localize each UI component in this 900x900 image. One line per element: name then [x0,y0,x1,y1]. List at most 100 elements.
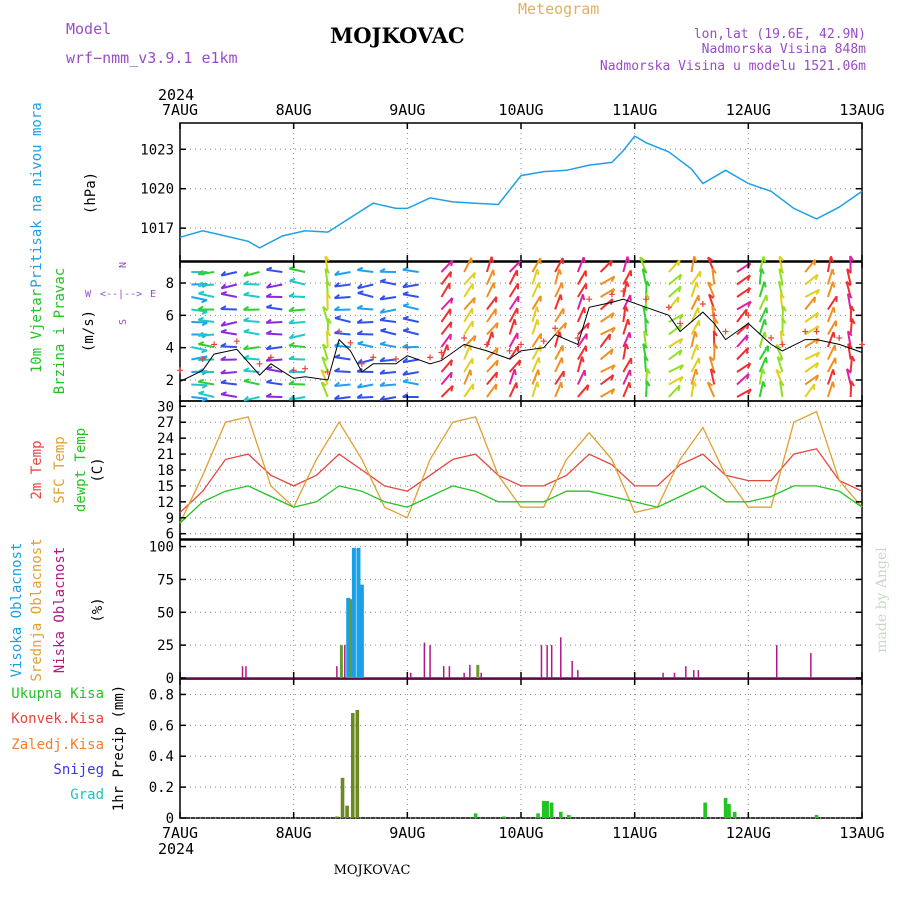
wind-arrow [289,267,306,273]
wind-arrow [736,274,751,286]
precip-bar [345,805,349,818]
wind-arrow [554,381,563,398]
wind-arrow-head [538,282,541,289]
wind-arrow [486,359,499,373]
wind-arrow-head [402,357,409,364]
wind-arrow [402,358,419,364]
wind-arrow-head [289,278,296,282]
wind-arrow-head [402,315,409,320]
wind-arrow [622,343,628,360]
temp-label-sfc: SFC Temp [52,436,68,503]
wind-arrow-head [473,335,477,342]
gust-point [574,334,581,341]
wind-arrow-head [288,306,295,312]
credit-watermark: made by Angel [874,547,890,653]
wind-arrow [804,325,820,336]
wind-arrow [826,331,835,348]
wind-arrow-head [334,282,340,288]
wind-arrow-head [320,369,327,375]
wind-arrow [486,322,499,336]
wind-arrow [243,346,260,351]
wind-arrow-head [472,272,476,279]
wind-arrow-head [645,292,650,300]
wind-arrow-head [334,315,341,320]
wind-arrow-head [833,344,837,351]
wind-arrow [736,372,750,386]
wind-arrow-head [333,293,340,299]
wind-arrow-head [628,332,632,339]
cloud-bar [693,670,695,678]
wind-arrow [599,348,614,361]
wind-arrow [690,281,698,298]
wind-arrow-head [747,301,752,308]
wind-arrow [706,381,716,398]
wind-arrow [289,333,306,340]
wind-arrow [668,375,684,386]
wind-arrow [668,364,684,373]
wind-arrow-head [714,318,719,325]
wind-arrow-head [265,318,272,324]
y-tick-label: 18 [157,463,174,479]
wind-arrow [508,318,516,335]
wind-arrow-head [625,281,630,288]
wind-arrow-head [492,282,496,289]
wind-arrow-head [711,267,717,274]
wind-arrow [600,364,616,373]
wind-arrow-head [676,296,680,303]
day-label-bottom: 11AUG [612,824,657,842]
day-label-top: 8AUG [276,101,312,119]
cloud-bar [697,670,700,678]
wind-arrow-head [628,369,632,376]
wind-arrow [243,380,260,386]
wind-arrow-head [334,342,341,347]
wind-arrow [220,393,238,398]
ticks-layer: 1017102010232468691215182124273002550751… [140,123,863,827]
wind-arrow [289,357,306,361]
wind-arrow-head [763,331,767,338]
wind-arrow-head [513,319,517,326]
wind-arrow-head [678,338,684,345]
wind-arrow-head [334,394,340,400]
wind-arrow-head [198,390,205,395]
wind-arrow-head [449,271,452,278]
wind-arrow [668,285,682,298]
wind-arrow-head [779,292,785,299]
wind-arrow-head [402,291,409,296]
cloud-bar [344,645,346,678]
gust-point [233,338,240,345]
wind-arrow-head [713,343,719,350]
gust-point [699,301,706,308]
wind-arrow [379,358,397,363]
wind-arrow [622,331,631,348]
wind-arrow [221,271,238,277]
wind-arrow-head [829,255,834,263]
wind-arrow [357,307,374,311]
wind-arrow-head [356,266,364,271]
y-tick-label: 27 [157,415,174,431]
wind-arrow [622,269,632,285]
wind-arrow [531,332,542,348]
wind-arrow-head [537,357,541,364]
wind-arrow [622,256,629,273]
wind-arrow [220,330,237,336]
y-tick-label: 15 [157,479,174,495]
wind-arrow-head [220,355,227,361]
gust-point [256,360,263,367]
wind-arrow-head [847,293,853,299]
wind-arrow [402,380,419,386]
compass-south: S [118,319,129,325]
wind-arrow-head [197,305,204,311]
y-tick-label: 6 [166,308,174,324]
wind-arrow [600,287,615,298]
wind-arrow [531,319,539,335]
wind-arrow [804,288,820,298]
wind-arrow [690,331,697,348]
wind-arrow-head [356,393,363,399]
wind-arrow-head [380,327,387,332]
wind-arrow [531,381,539,398]
wind-arrow-head [357,340,364,345]
wind-arrow [289,396,306,401]
wind-arrow [508,295,520,311]
wind-arrow [334,356,351,361]
wind-arrow-head [679,364,684,371]
